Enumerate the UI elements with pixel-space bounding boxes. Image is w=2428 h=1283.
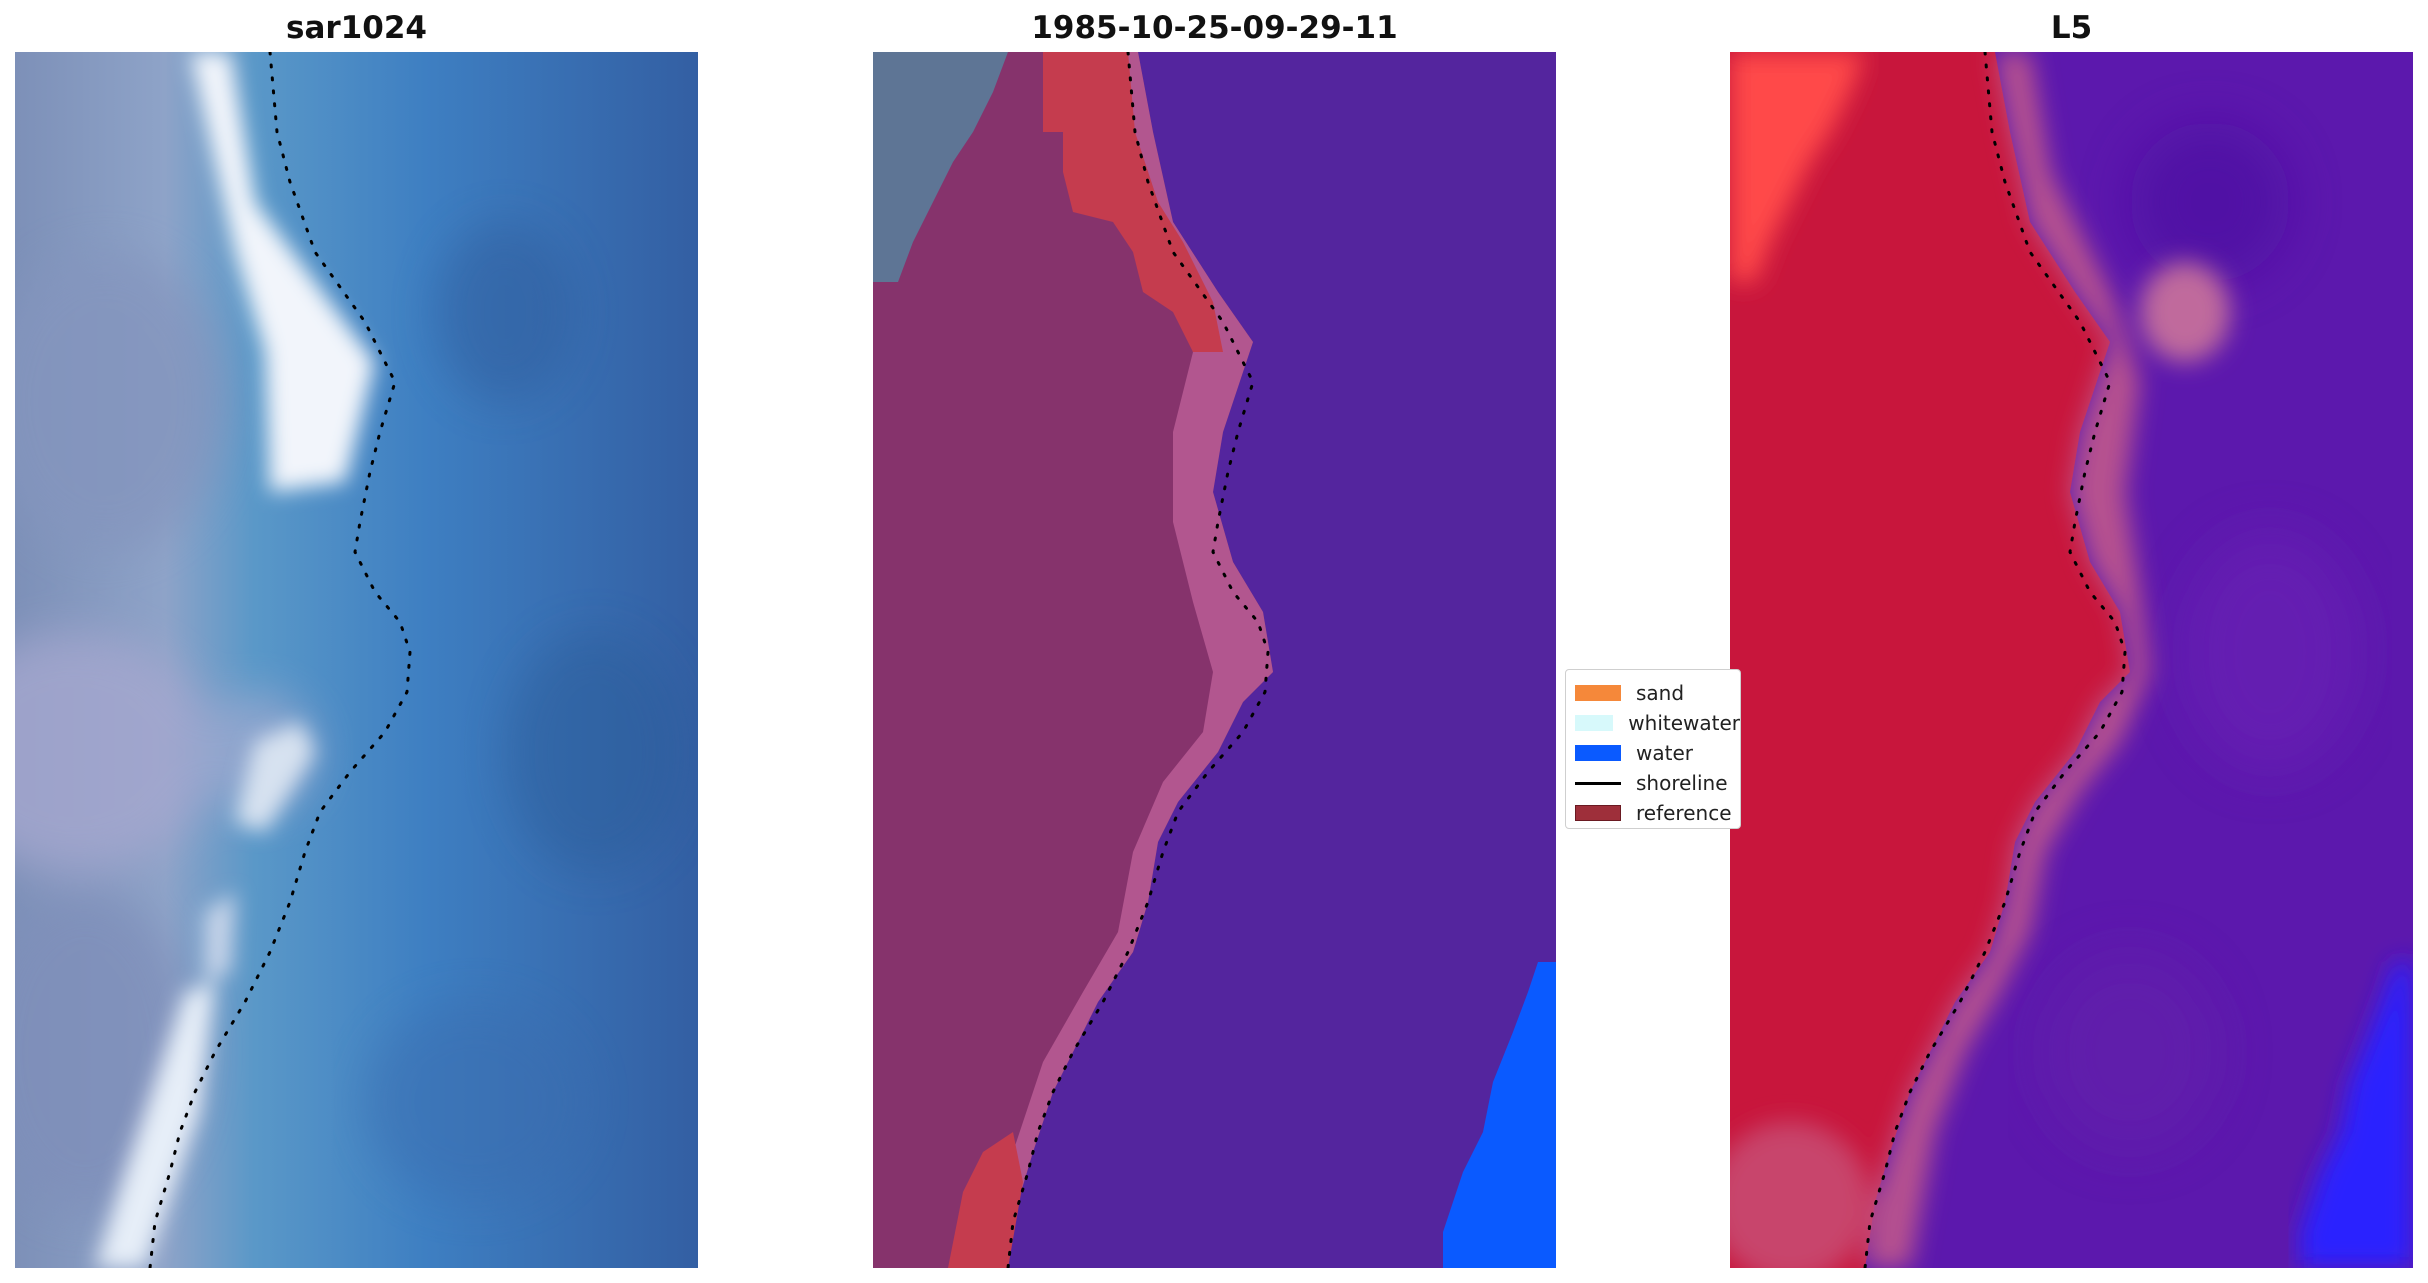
panel-title-sar: sar1024: [286, 10, 427, 46]
legend-label: shoreline: [1636, 771, 1728, 795]
legend-item-reference: reference: [1575, 798, 1740, 828]
legend-label: sand: [1636, 681, 1685, 705]
legend-label: whitewater: [1628, 711, 1740, 735]
sand-swatch-icon: [1575, 685, 1621, 701]
legend-item-water: water: [1575, 738, 1740, 768]
whitewater-swatch-icon: [1575, 715, 1614, 731]
legend-label: water: [1636, 741, 1693, 765]
panel-title-date: 1985-10-25-09-29-11: [1031, 10, 1398, 46]
l5-panel: [1730, 52, 2413, 1268]
panel-title-l5: L5: [2050, 10, 2093, 46]
legend-label: reference: [1636, 801, 1732, 825]
water-swatch-icon: [1575, 745, 1621, 761]
legend-item-sand: sand: [1575, 678, 1740, 708]
sar-image-panel: [15, 52, 698, 1268]
classification-image: [873, 52, 1556, 1268]
shoreline-line-icon: [1575, 781, 1621, 785]
classification-panel: [873, 52, 1556, 1268]
reference-swatch-icon: [1575, 805, 1621, 821]
legend-item-whitewater: whitewater: [1575, 708, 1740, 738]
l5-image: [1730, 52, 2413, 1268]
legend: sand whitewater water shoreline referenc…: [1565, 669, 1741, 829]
legend-item-shoreline: shoreline: [1575, 768, 1740, 798]
sar-image: [15, 52, 698, 1268]
